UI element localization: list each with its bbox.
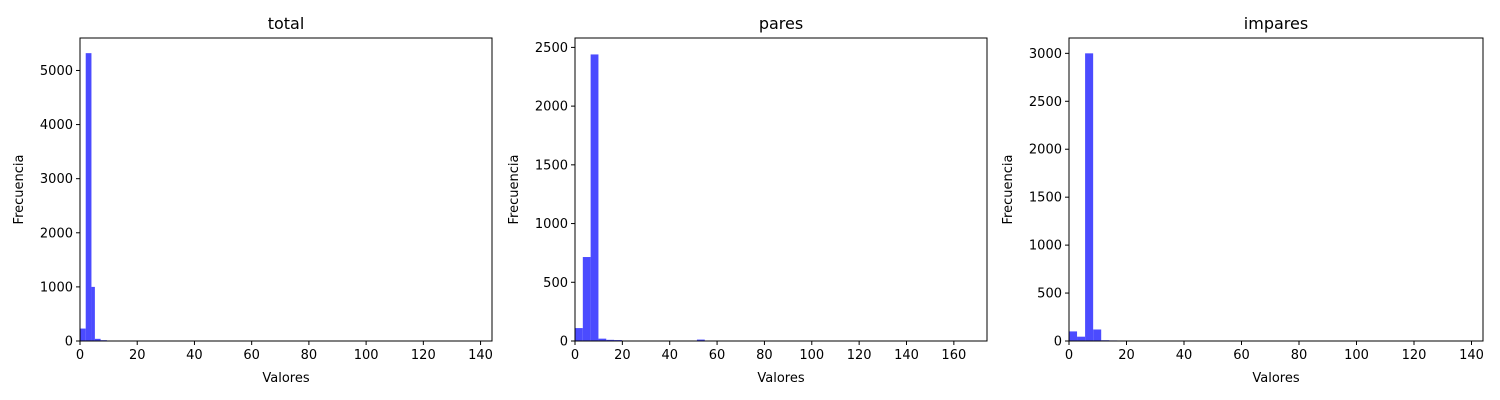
x-axis-label: Valores	[262, 371, 309, 386]
x-tick-label: 80	[301, 348, 318, 363]
y-tick-label: 1000	[40, 280, 73, 295]
y-tick-label: 0	[65, 335, 73, 350]
x-tick-label: 120	[1402, 348, 1427, 363]
x-tick-label: 60	[1233, 348, 1250, 363]
histogram-bar	[91, 286, 95, 341]
x-tick-label: 0	[76, 348, 84, 363]
x-axis-label: Valores	[757, 371, 804, 386]
y-tick-label: 4000	[40, 118, 73, 133]
y-tick-label: 5000	[40, 64, 73, 79]
y-axis-label: Frecuencia	[507, 155, 522, 225]
histogram-bar	[1093, 329, 1102, 341]
x-axis-label: Valores	[1252, 371, 1299, 386]
x-tick-label: 80	[756, 348, 773, 363]
x-tick-label: 40	[661, 348, 678, 363]
y-tick-label: 0	[560, 335, 568, 350]
x-tick-label: 140	[468, 348, 493, 363]
histogram-bar	[1077, 336, 1086, 341]
histogram-bar	[582, 257, 591, 341]
y-tick-label: 2500	[1029, 95, 1062, 110]
histogram-bar	[696, 339, 705, 341]
chart-title: impares	[1244, 14, 1308, 33]
chart-title: total	[268, 14, 305, 33]
y-tick-label: 3000	[1029, 47, 1062, 62]
plot-frame	[574, 37, 988, 342]
chart-panel-total: 0 20 40 60 80 100 120 140 0 1000 2000 3000 4000 5000 t…	[12, 14, 493, 386]
x-tick-label: 0	[571, 348, 579, 363]
y-tick-label: 2500	[535, 41, 568, 56]
histogram-bar	[590, 54, 599, 341]
x-tick-label: 60	[243, 348, 260, 363]
y-tick-label: 1500	[1029, 191, 1062, 206]
x-tick-label: 140	[1459, 348, 1484, 363]
x-tick-label: 100	[799, 348, 824, 363]
x-tick-label: 20	[1118, 348, 1135, 363]
x-tick-label: 160	[941, 348, 966, 363]
histogram-bar	[575, 328, 583, 341]
histogram-bar	[85, 53, 92, 342]
x-tick-label: 20	[614, 348, 631, 363]
chart-panel-pares: 0 20 40 60 80 100 120 140 160 0 500 1000 1500 2000 250…	[507, 14, 988, 386]
x-tick-label: 60	[709, 348, 726, 363]
x-tick-label: 40	[186, 348, 203, 363]
plot-frame	[1068, 37, 1484, 342]
y-tick-label: 2000	[1029, 143, 1062, 158]
plot-frame	[79, 37, 493, 342]
histogram-bar	[598, 338, 607, 341]
x-tick-label: 100	[354, 348, 379, 363]
y-tick-label: 2000	[40, 226, 73, 241]
y-tick-label: 1000	[535, 217, 568, 232]
x-tick-label: 100	[1344, 348, 1369, 363]
x-tick-label: 140	[894, 348, 919, 363]
histogram-bar	[1069, 331, 1078, 341]
y-tick-label: 1500	[535, 158, 568, 173]
histogram-bar	[80, 328, 86, 341]
histogram-bar	[94, 338, 101, 341]
y-axis-label: Frecuencia	[12, 155, 27, 225]
y-tick-label: 500	[543, 276, 568, 291]
y-tick-label: 3000	[40, 172, 73, 187]
chart-title: pares	[759, 14, 803, 33]
histogram-bar	[606, 339, 615, 341]
chart-panel-impares: 0 20 40 60 80 100 120 140 0 500 1000 1500 2000 2500 30…	[1001, 14, 1484, 386]
y-tick-label: 1000	[1029, 239, 1062, 254]
y-axis-label: Frecuencia	[1001, 155, 1016, 225]
x-tick-label: 80	[1291, 348, 1308, 363]
y-tick-label: 0	[1054, 335, 1062, 350]
x-tick-label: 20	[129, 348, 146, 363]
y-tick-label: 500	[1037, 287, 1062, 302]
y-tick-label: 2000	[535, 100, 568, 115]
histogram-bar	[1085, 53, 1094, 342]
x-tick-label: 40	[1176, 348, 1193, 363]
x-tick-label: 120	[411, 348, 436, 363]
x-tick-label: 120	[847, 348, 872, 363]
x-tick-label: 0	[1065, 348, 1073, 363]
